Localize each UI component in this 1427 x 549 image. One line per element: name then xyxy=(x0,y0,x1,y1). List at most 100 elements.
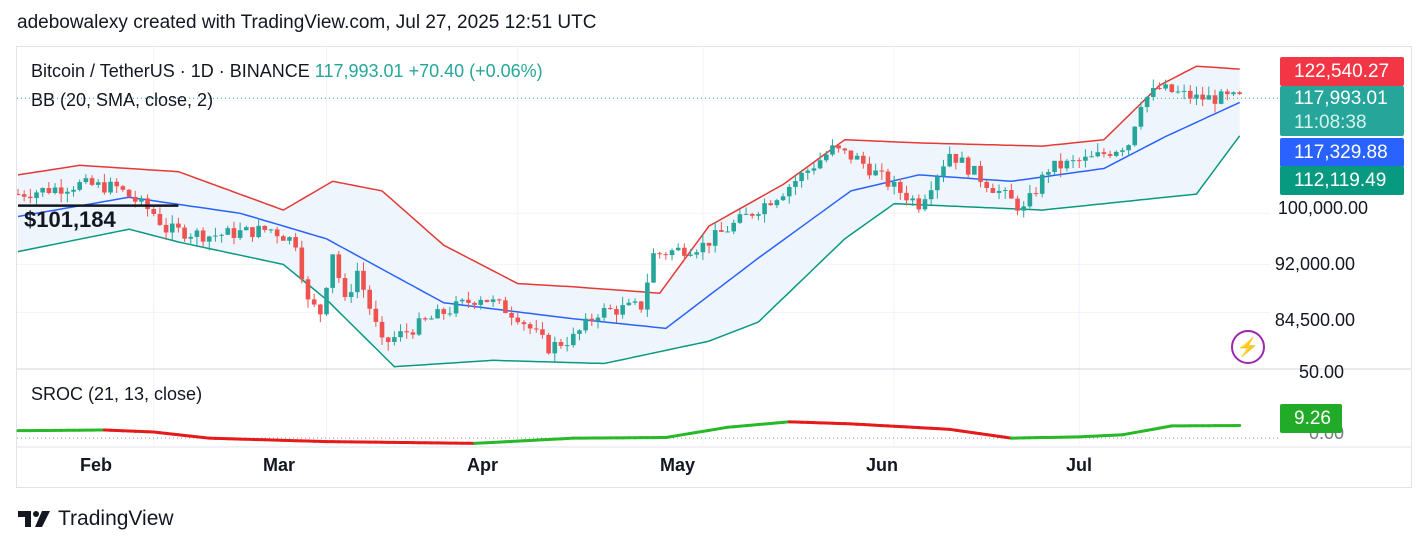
candle-body xyxy=(1206,95,1212,100)
candle-body xyxy=(219,234,224,236)
candle-body xyxy=(577,330,582,334)
candle-body xyxy=(694,252,699,255)
candle-body xyxy=(114,181,120,187)
candle-body xyxy=(1132,126,1138,146)
candle-body xyxy=(990,188,996,193)
bb-legend[interactable]: BB (20, SMA, close, 2) xyxy=(31,90,214,110)
candle-body xyxy=(583,318,588,331)
bb-basis-line xyxy=(17,101,1241,330)
candle-body xyxy=(398,331,403,338)
candle-body xyxy=(1052,160,1057,173)
candle-body xyxy=(1218,91,1224,104)
candle-body xyxy=(58,187,64,194)
candle-body xyxy=(558,341,564,346)
sroc-line xyxy=(16,420,1278,445)
candle-body xyxy=(52,187,58,194)
brand-name: TradingView xyxy=(58,507,174,530)
candle-body xyxy=(46,188,52,194)
candle-body xyxy=(176,223,181,228)
candle-body xyxy=(916,198,922,210)
candle-body xyxy=(799,172,804,182)
candle-body xyxy=(762,203,767,215)
candle-body xyxy=(21,194,27,197)
candle-body xyxy=(274,229,280,237)
candle-body xyxy=(1089,156,1094,158)
candle-body xyxy=(768,203,774,206)
candle-body xyxy=(1002,190,1008,192)
candle-body xyxy=(1138,107,1144,127)
candle-body xyxy=(83,178,89,183)
candle-body xyxy=(1033,193,1039,195)
candle-body xyxy=(410,332,416,335)
candle-body xyxy=(231,228,237,238)
candle-body xyxy=(151,209,157,214)
y-tick-label: 92,000.00 xyxy=(1274,254,1355,274)
candle-body xyxy=(854,155,860,160)
candle-body xyxy=(1076,160,1082,162)
candle-body xyxy=(774,200,780,206)
candle-body xyxy=(682,247,687,256)
candle-body xyxy=(527,324,533,329)
candle-body xyxy=(1009,190,1014,199)
sroc-legend[interactable]: SROC (21, 13, close) xyxy=(31,384,203,404)
candle-body xyxy=(77,182,82,190)
candle-body xyxy=(503,300,508,314)
candle-body xyxy=(262,225,268,230)
candle-body xyxy=(1083,156,1088,161)
candle-body xyxy=(34,192,39,199)
candle-body xyxy=(564,345,570,347)
candle-body xyxy=(1095,152,1101,157)
candle-body xyxy=(1015,198,1020,211)
candle-body xyxy=(817,160,823,169)
candle-body xyxy=(700,242,706,253)
bb-lower-line xyxy=(17,135,1241,368)
candle-body xyxy=(348,292,354,298)
candle-body xyxy=(521,322,527,325)
brand[interactable]: TradingView xyxy=(18,507,174,531)
candle-body xyxy=(342,278,348,298)
candle-body xyxy=(466,299,471,303)
candle-body xyxy=(984,181,989,189)
candle-body xyxy=(898,181,903,193)
bb-lines xyxy=(17,65,1241,368)
candle-body xyxy=(459,299,465,302)
chart-header: adebowalexy created with TradingView.com… xyxy=(17,12,597,33)
candle-body xyxy=(614,308,619,315)
candle-body xyxy=(1064,160,1070,169)
candle-body xyxy=(953,153,959,163)
candle-body xyxy=(287,237,292,241)
bb-lower-tag: 112,119.49 xyxy=(1280,166,1404,195)
candle-body xyxy=(540,329,545,335)
candle-body xyxy=(392,337,397,342)
candle-body xyxy=(1181,90,1187,92)
candle-body xyxy=(478,299,484,305)
candle-body xyxy=(608,308,613,310)
candle-body xyxy=(1231,92,1236,95)
candle-body xyxy=(515,317,521,323)
candle-body xyxy=(595,317,601,322)
candle-body xyxy=(1225,91,1230,95)
candle-body xyxy=(657,253,662,255)
candle-body xyxy=(1021,206,1027,211)
candle-body xyxy=(311,299,317,305)
candle-body xyxy=(1058,160,1064,169)
candle-body xyxy=(1150,88,1156,97)
candle-body xyxy=(206,236,212,242)
candle-body xyxy=(1200,94,1205,100)
bb-upper-tag: 122,540.27 xyxy=(1280,57,1404,86)
candle-body xyxy=(842,148,848,151)
candle-body xyxy=(169,223,175,233)
symbol-name: Bitcoin / TetherUS · 1D · BINANCE xyxy=(31,61,310,81)
candle-body xyxy=(40,188,45,193)
candle-body xyxy=(1212,95,1218,104)
candle-body xyxy=(299,247,305,280)
x-tick-label: May xyxy=(660,455,696,475)
symbol-legend[interactable]: Bitcoin / TetherUS · 1D · BINANCE 117,99… xyxy=(31,61,543,82)
candle-body xyxy=(120,186,126,190)
candle-body xyxy=(571,333,576,346)
candle-body xyxy=(663,254,669,256)
candle-body xyxy=(1113,151,1119,156)
lightning-bolt-icon[interactable]: ⚡ xyxy=(1231,330,1265,364)
candle-body xyxy=(533,328,539,330)
